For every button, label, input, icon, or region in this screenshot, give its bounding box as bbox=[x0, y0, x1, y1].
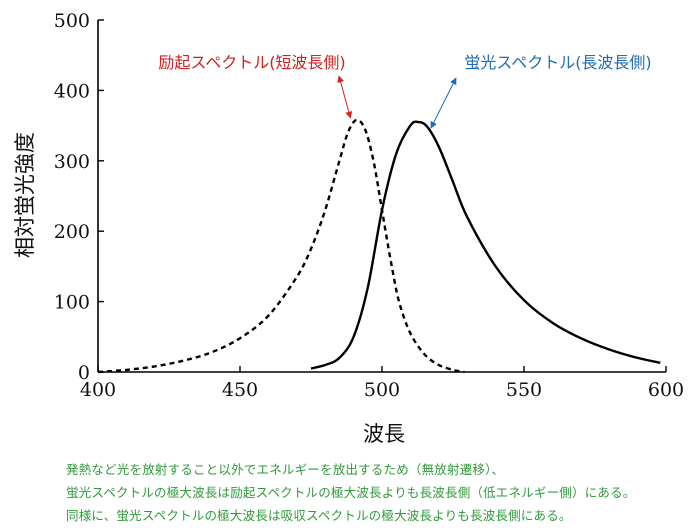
fluorescence-spectrum-line bbox=[310, 120, 661, 370]
x-tick-label: 550 bbox=[506, 379, 542, 401]
fluorescence-arrow bbox=[430, 77, 457, 129]
y-tick-label: 300 bbox=[54, 151, 90, 173]
excitation-series-label: 励起スペクトル(短波長側) bbox=[158, 53, 345, 72]
excitation-spectrum-line bbox=[97, 118, 465, 374]
y-tick-label: 100 bbox=[54, 292, 90, 314]
ticks: 400 450 500 550 600 0 100 200 300 400 500 bbox=[54, 10, 684, 401]
annotations: 励起スペクトル(短波長側) 蛍光スペクトル(長波長側) bbox=[158, 53, 652, 129]
caption-line-2: 蛍光スペクトルの極大波長は励起スペクトルの極大波長よりも長波長側（低エネルギー側… bbox=[66, 485, 636, 500]
axes bbox=[97, 20, 666, 373]
y-tick-label: 200 bbox=[54, 221, 90, 243]
excitation-arrow bbox=[337, 75, 353, 119]
caption-line-1: 発熱など光を放射すること以外でエネルギーを放出するため（無放射遷移）、 bbox=[66, 462, 505, 477]
x-axis-label: 波長 bbox=[363, 422, 405, 446]
x-tick-label: 450 bbox=[222, 379, 258, 401]
y-tick-label: 400 bbox=[54, 80, 90, 102]
caption-line-3: 同様に、蛍光スペクトルの極大波長は吸収スペクトルの極大波長よりも長波長側にある。 bbox=[66, 508, 572, 523]
y-tick-label: 500 bbox=[54, 10, 90, 32]
x-tick-label: 500 bbox=[364, 379, 400, 401]
x-tick-label: 400 bbox=[80, 379, 116, 401]
x-tick-label: 600 bbox=[648, 379, 684, 401]
y-axis-label: 相対蛍光強度 bbox=[13, 132, 37, 258]
y-tick-label: 0 bbox=[78, 362, 90, 384]
fluorescence-series-label: 蛍光スペクトル(長波長側) bbox=[464, 53, 651, 72]
series-group bbox=[97, 118, 661, 374]
